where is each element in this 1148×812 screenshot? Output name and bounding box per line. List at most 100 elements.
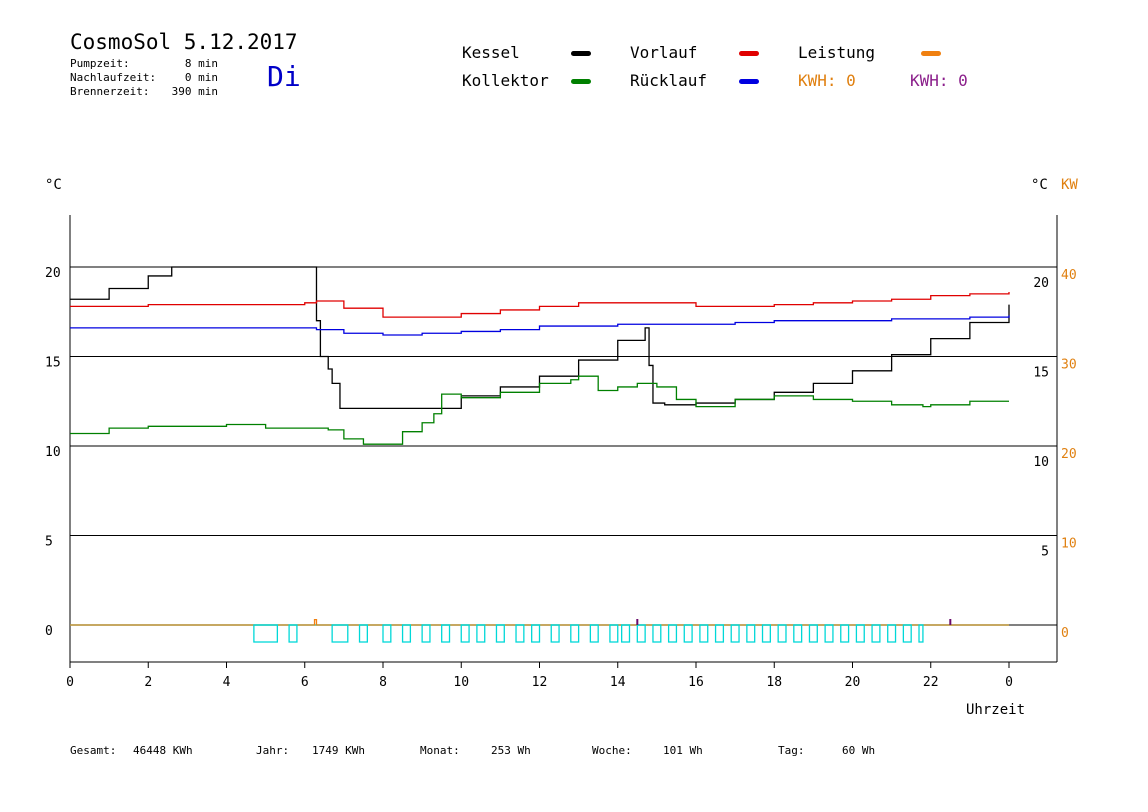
pump-pulse-marker	[652, 624, 662, 643]
legend-swatch-ruecklauf	[739, 79, 759, 84]
pump-pulse-marker	[730, 624, 740, 643]
footer-tag-label: Tag:	[778, 744, 805, 757]
series-line-kollektor	[70, 375, 1009, 445]
legend-swatch-leistung	[921, 51, 941, 56]
pump-pulse-marker	[902, 624, 912, 643]
stat-nachlaufzeit-label: Nachlaufzeit:	[70, 71, 157, 84]
stat-pumpzeit-label: Pumpzeit:	[70, 57, 130, 70]
legend-label-ruecklauf: Rücklauf	[630, 71, 708, 90]
x-tick-label: 0	[1005, 675, 1013, 690]
pump-pulse-marker	[761, 624, 771, 643]
footer-gesamt-label: Gesamt:	[70, 744, 117, 757]
pump-pulse-marker	[871, 624, 881, 643]
legend-label-kessel: Kessel	[462, 43, 520, 62]
pump-pulse-marker	[746, 624, 756, 643]
series-line-kessel	[70, 266, 1010, 410]
footer-jahr-label: Jahr:	[256, 744, 290, 757]
pump-pulse-marker	[570, 624, 580, 643]
pump-pulse-marker	[550, 624, 560, 643]
y-right-kw-tick-label: 0	[1061, 626, 1069, 641]
y-right-kw-tick-label: 30	[1061, 358, 1077, 373]
pump-pulse-marker	[918, 624, 924, 643]
pump-pulse-marker	[531, 624, 541, 643]
pump-pulse-marker	[515, 624, 525, 643]
pump-pulse-marker	[401, 624, 412, 643]
chart-title: CosmoSol 5.12.2017	[70, 30, 298, 54]
x-tick-label: 0	[66, 675, 74, 690]
legend-swatch-kessel	[571, 51, 591, 56]
weekday-label: Di	[267, 60, 301, 93]
pump-pulse-marker	[495, 624, 505, 643]
pump-pulse-marker	[421, 624, 431, 643]
x-tick-label: 12	[532, 675, 548, 690]
pump-pulse-marker	[793, 624, 803, 643]
y-left-tick-label: 10	[45, 445, 61, 460]
pump-pulse-marker	[683, 624, 693, 643]
x-axis-label: Uhrzeit	[966, 702, 1026, 718]
left-axis-unit: °C	[45, 177, 62, 193]
y-right-kw-tick-label: 10	[1061, 537, 1077, 552]
pump-pulse-marker	[476, 624, 486, 643]
y-left-tick-label: 20	[45, 266, 61, 281]
pump-pulse-marker	[441, 624, 451, 643]
footer-gesamt-value: 46448 KWh	[133, 744, 193, 757]
y-right-celsius-tick-label: 15	[1033, 366, 1049, 381]
series-line-leistung	[70, 618, 1009, 626]
legend-label-kollektor: Kollektor	[462, 71, 549, 90]
x-tick-label: 4	[223, 675, 231, 690]
y-right-kw-tick-label: 20	[1061, 447, 1077, 462]
x-tick-label: 8	[379, 675, 387, 690]
pump-pulse-marker	[621, 624, 631, 643]
footer-monat-label: Monat:	[420, 744, 460, 757]
footer-woche-value: 101 Wh	[663, 744, 703, 757]
x-tick-label: 22	[923, 675, 939, 690]
x-tick-label: 16	[688, 675, 704, 690]
stat-brennerzeit-label: Brennerzeit:	[70, 85, 150, 98]
y-right-kw-tick-label: 40	[1061, 268, 1077, 283]
pump-pulse-marker	[699, 624, 709, 643]
y-left-tick-label: 0	[45, 624, 53, 639]
pump-pulse-marker	[589, 624, 599, 643]
x-tick-label: 14	[610, 675, 626, 690]
pump-pulse-marker	[714, 624, 725, 643]
pump-pulse-marker	[777, 624, 787, 643]
y-left-tick-label: 5	[45, 535, 53, 550]
legend-swatch-vorlauf	[739, 51, 759, 56]
series-line-ruecklauf	[70, 315, 1010, 336]
x-tick-label: 20	[845, 675, 861, 690]
pump-pulse-marker	[253, 624, 279, 643]
pump-pulse-marker	[667, 624, 678, 643]
pump-pulse-marker	[288, 624, 298, 643]
kwh-orange-label: KWH: 0	[798, 71, 856, 90]
y-right-celsius-tick-label: 5	[1041, 545, 1049, 560]
footer-monat-value: 253 Wh	[491, 744, 531, 757]
footer-jahr-value: 1749 KWh	[312, 744, 365, 757]
series-line-vorlauf	[70, 292, 1010, 318]
pump-pulse-marker	[636, 624, 646, 643]
stat-pumpzeit-value: 8 min	[184, 57, 218, 70]
pump-pulse-marker	[887, 624, 897, 643]
legend-swatch-kollektor	[571, 79, 591, 84]
pump-pulse-marker	[808, 624, 818, 643]
pump-pulse-marker	[824, 624, 834, 643]
footer-tag-value: 60 Wh	[842, 744, 876, 757]
x-tick-label: 18	[766, 675, 782, 690]
stat-nachlaufzeit-value: 0 min	[184, 71, 218, 84]
pump-pulse-marker	[382, 624, 392, 643]
pump-pulse-marker	[609, 624, 619, 643]
pump-pulse-marker	[358, 624, 368, 643]
y-right-celsius-tick-label: 10	[1033, 455, 1049, 470]
x-tick-label: 10	[453, 675, 469, 690]
y-left-tick-label: 15	[45, 356, 61, 371]
legend-label-leistung: Leistung	[798, 43, 876, 62]
x-tick-label: 6	[301, 675, 309, 690]
right-axis-unit-celsius: °C	[1031, 177, 1048, 193]
kwh-purple-label: KWH: 0	[910, 71, 968, 90]
pump-pulse-marker	[840, 624, 850, 643]
pump-pulse-marker	[331, 624, 349, 643]
right-axis-unit-kw: KW	[1061, 177, 1078, 193]
y-right-celsius-tick-label: 20	[1033, 276, 1049, 291]
footer-woche-label: Woche:	[592, 744, 632, 757]
pump-pulse-marker	[855, 624, 865, 643]
